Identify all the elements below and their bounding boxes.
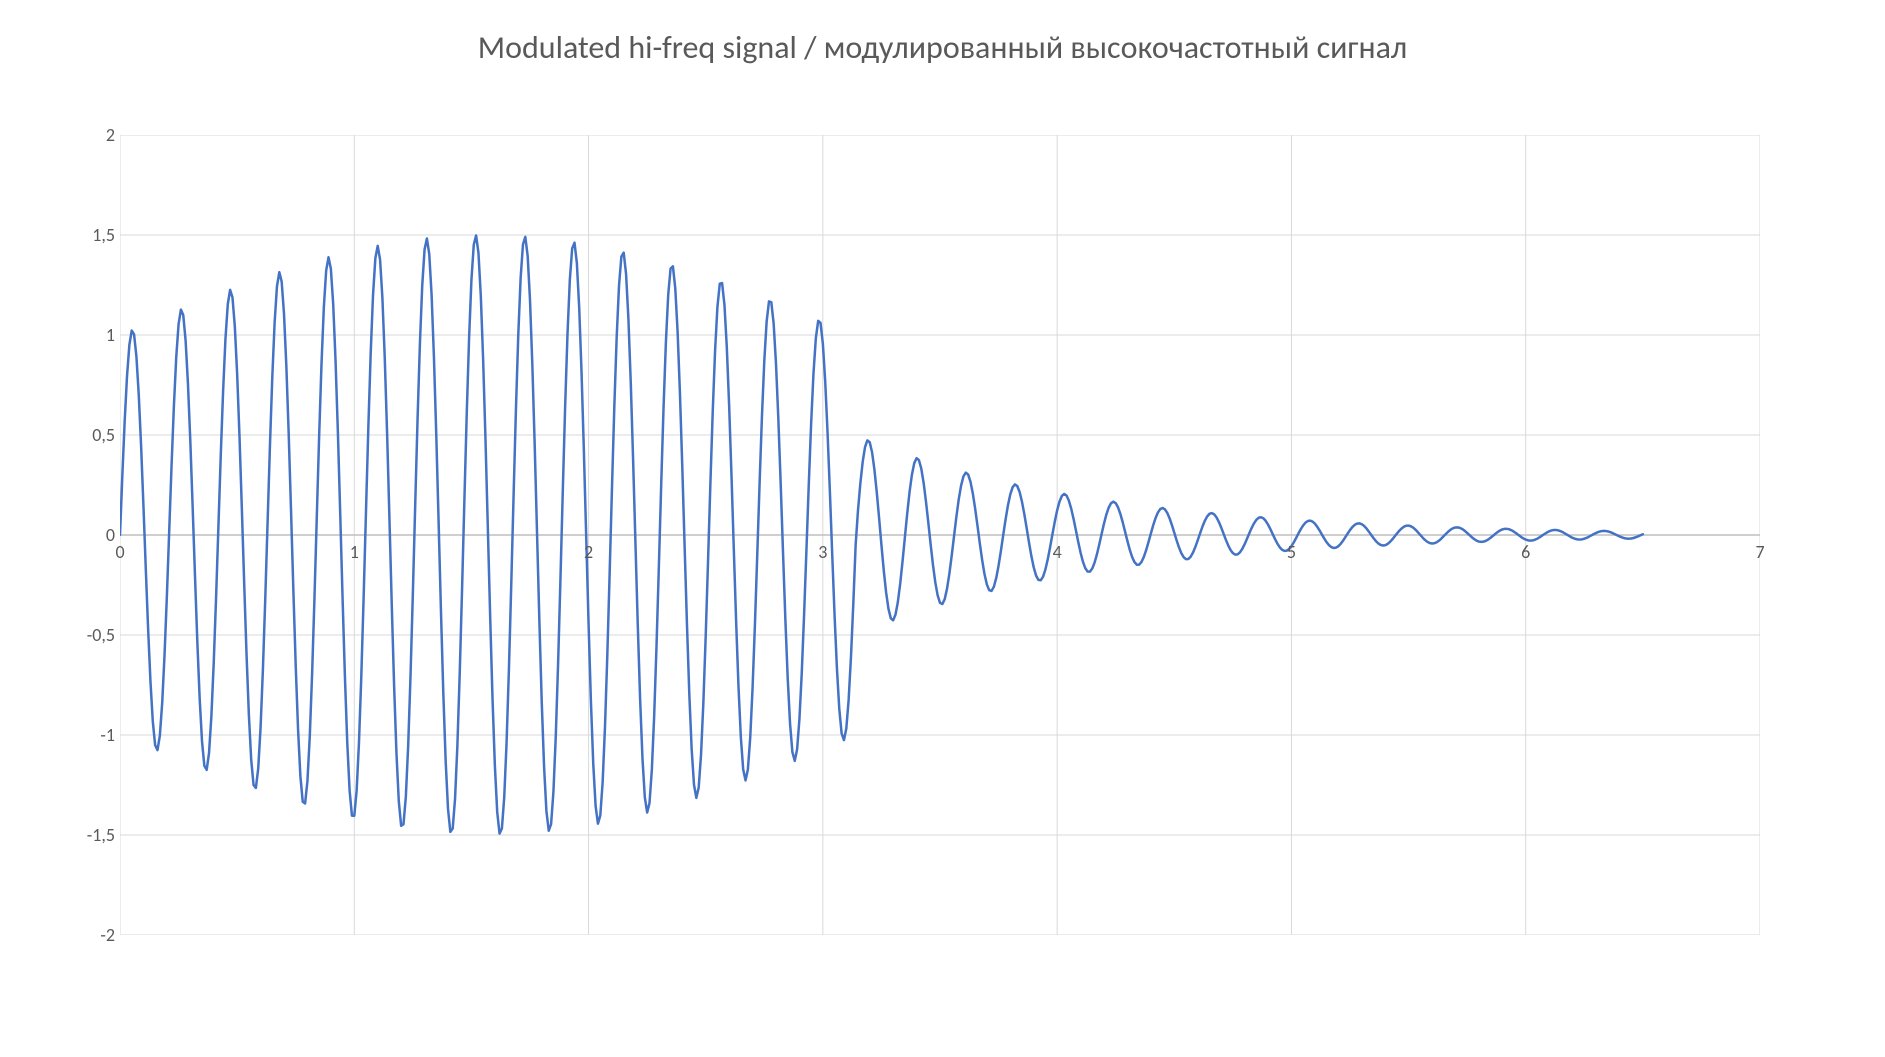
- y-tick-label: -1: [65, 724, 115, 746]
- x-tick-label: 1: [350, 541, 359, 563]
- y-tick-label: 0,5: [65, 424, 115, 446]
- y-tick-label: 0: [65, 524, 115, 546]
- y-tick-label: 2: [65, 124, 115, 146]
- plot-area: [120, 135, 1760, 935]
- x-tick-label: 4: [1053, 541, 1062, 563]
- chart-title: Modulated hi-freq signal / модулированны…: [0, 28, 1885, 67]
- x-tick-label: 3: [818, 541, 827, 563]
- y-tick-label: 1,5: [65, 224, 115, 246]
- x-tick-label: 2: [584, 541, 593, 563]
- y-tick-label: -0,5: [65, 624, 115, 646]
- y-tick-label: 1: [65, 324, 115, 346]
- chart-container: Modulated hi-freq signal / модулированны…: [0, 0, 1885, 1057]
- x-tick-label: 7: [1755, 541, 1764, 563]
- x-tick-label: 0: [115, 541, 124, 563]
- y-tick-label: -2: [65, 924, 115, 946]
- plot-svg: [120, 135, 1760, 935]
- y-tick-label: -1,5: [65, 824, 115, 846]
- x-tick-label: 6: [1521, 541, 1530, 563]
- x-tick-label: 5: [1287, 541, 1296, 563]
